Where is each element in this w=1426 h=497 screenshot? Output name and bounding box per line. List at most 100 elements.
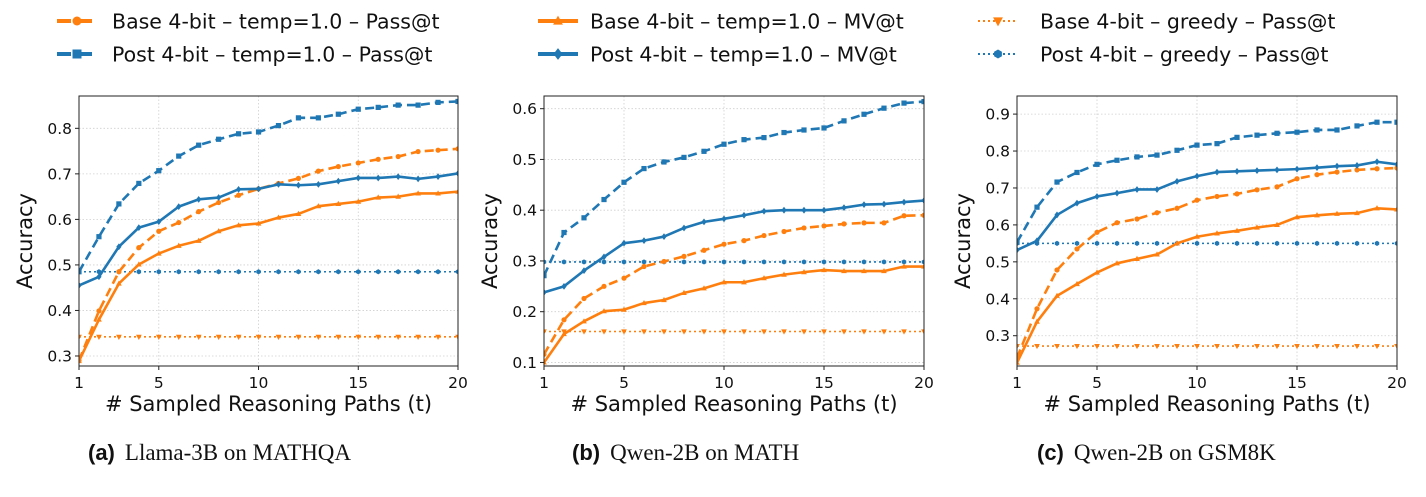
y-tick-label: 0.8 (985, 143, 1010, 161)
data-point (1054, 211, 1060, 219)
data-point (415, 102, 421, 108)
data-point (701, 218, 707, 226)
data-point (601, 329, 607, 335)
data-point (701, 247, 707, 253)
data-point (881, 200, 887, 208)
data-point (1274, 221, 1280, 227)
data-point (215, 334, 222, 340)
data-point (116, 201, 122, 207)
data-point (1194, 343, 1200, 350)
data-point (801, 127, 807, 133)
data-point (136, 224, 142, 231)
x-tick-label: 20 (1387, 374, 1407, 392)
data-point (661, 258, 667, 265)
y-axis-label: Accuracy (13, 193, 37, 289)
data-point (1074, 280, 1080, 287)
series-base-greedy (544, 329, 924, 335)
data-point (1154, 240, 1160, 246)
data-point (375, 194, 382, 200)
data-point (216, 136, 222, 142)
data-point (1394, 160, 1397, 168)
series-line (1017, 206, 1397, 364)
series-line (79, 172, 458, 287)
x-tick-label: 15 (348, 374, 368, 392)
data-point (701, 148, 707, 154)
data-point (641, 165, 647, 172)
data-point (621, 275, 627, 281)
data-point (455, 170, 458, 177)
data-point (781, 228, 787, 235)
data-point (1134, 343, 1140, 350)
data-point (116, 280, 122, 286)
data-point (275, 334, 282, 340)
legend-entry-base-greedy: Base 4-bit – greedy – Pass@t (978, 10, 1335, 34)
data-point (1394, 343, 1397, 350)
series-line (1017, 166, 1397, 359)
series-base-mv (544, 263, 924, 365)
data-point (276, 269, 281, 275)
data-point (1214, 343, 1220, 350)
data-point (1254, 240, 1260, 246)
data-point (661, 296, 667, 303)
series-line (544, 100, 924, 277)
series-base-mv (79, 188, 458, 364)
axes-frame (543, 95, 925, 367)
data-point (1134, 186, 1140, 193)
data-point (661, 329, 667, 335)
data-point (581, 215, 587, 221)
data-point (1314, 164, 1320, 172)
data-point (1354, 209, 1360, 216)
data-point (275, 180, 282, 188)
data-point (1054, 343, 1060, 350)
data-point (1074, 169, 1080, 176)
triangle-up-marker-icon (553, 15, 563, 25)
data-point (155, 334, 162, 340)
y-axis-label: Accuracy (951, 193, 975, 289)
y-tick-label: 0.5 (512, 151, 537, 169)
data-point (1154, 251, 1160, 257)
data-point (336, 269, 341, 275)
data-point (316, 269, 321, 275)
data-point (215, 228, 222, 234)
data-point (1034, 237, 1040, 245)
data-point (544, 359, 547, 365)
data-point (79, 334, 82, 340)
data-point (1134, 216, 1140, 222)
data-point (1214, 240, 1220, 246)
panels: 1 5 10 15 200.30.40.50.60.70.8# Sampled Reas… (13, 95, 1407, 465)
legend-label: Post 4-bit – temp=1.0 – MV@t (590, 43, 897, 67)
data-point (235, 334, 242, 340)
data-point (681, 329, 687, 335)
data-point (79, 269, 82, 275)
data-point (1174, 240, 1180, 246)
diamond-marker-icon (553, 48, 563, 60)
data-point (395, 173, 401, 180)
data-point (721, 215, 727, 223)
data-point (255, 220, 262, 226)
data-point (1094, 193, 1100, 200)
data-point (581, 318, 587, 324)
data-point (1114, 343, 1120, 350)
data-point (761, 329, 767, 335)
series-post-pass (79, 98, 458, 275)
data-point (1274, 343, 1280, 350)
data-point (435, 269, 441, 275)
data-point (415, 334, 421, 340)
data-point (561, 317, 567, 323)
data-point (721, 241, 727, 247)
y-tick-label: 0.3 (47, 347, 72, 365)
data-point (641, 259, 647, 265)
data-point (1194, 240, 1200, 246)
data-point (96, 234, 102, 240)
data-point (175, 242, 182, 248)
y-tick-label: 0.4 (47, 302, 72, 320)
data-point (1034, 343, 1040, 350)
data-point (295, 334, 302, 340)
data-point (921, 197, 924, 204)
data-point (395, 193, 402, 199)
data-point (1314, 172, 1320, 178)
data-point (1174, 147, 1180, 153)
data-point (544, 329, 547, 335)
data-point (1374, 166, 1380, 172)
panel-caption: (c) Qwen-2B on GSM8K (1037, 440, 1276, 465)
